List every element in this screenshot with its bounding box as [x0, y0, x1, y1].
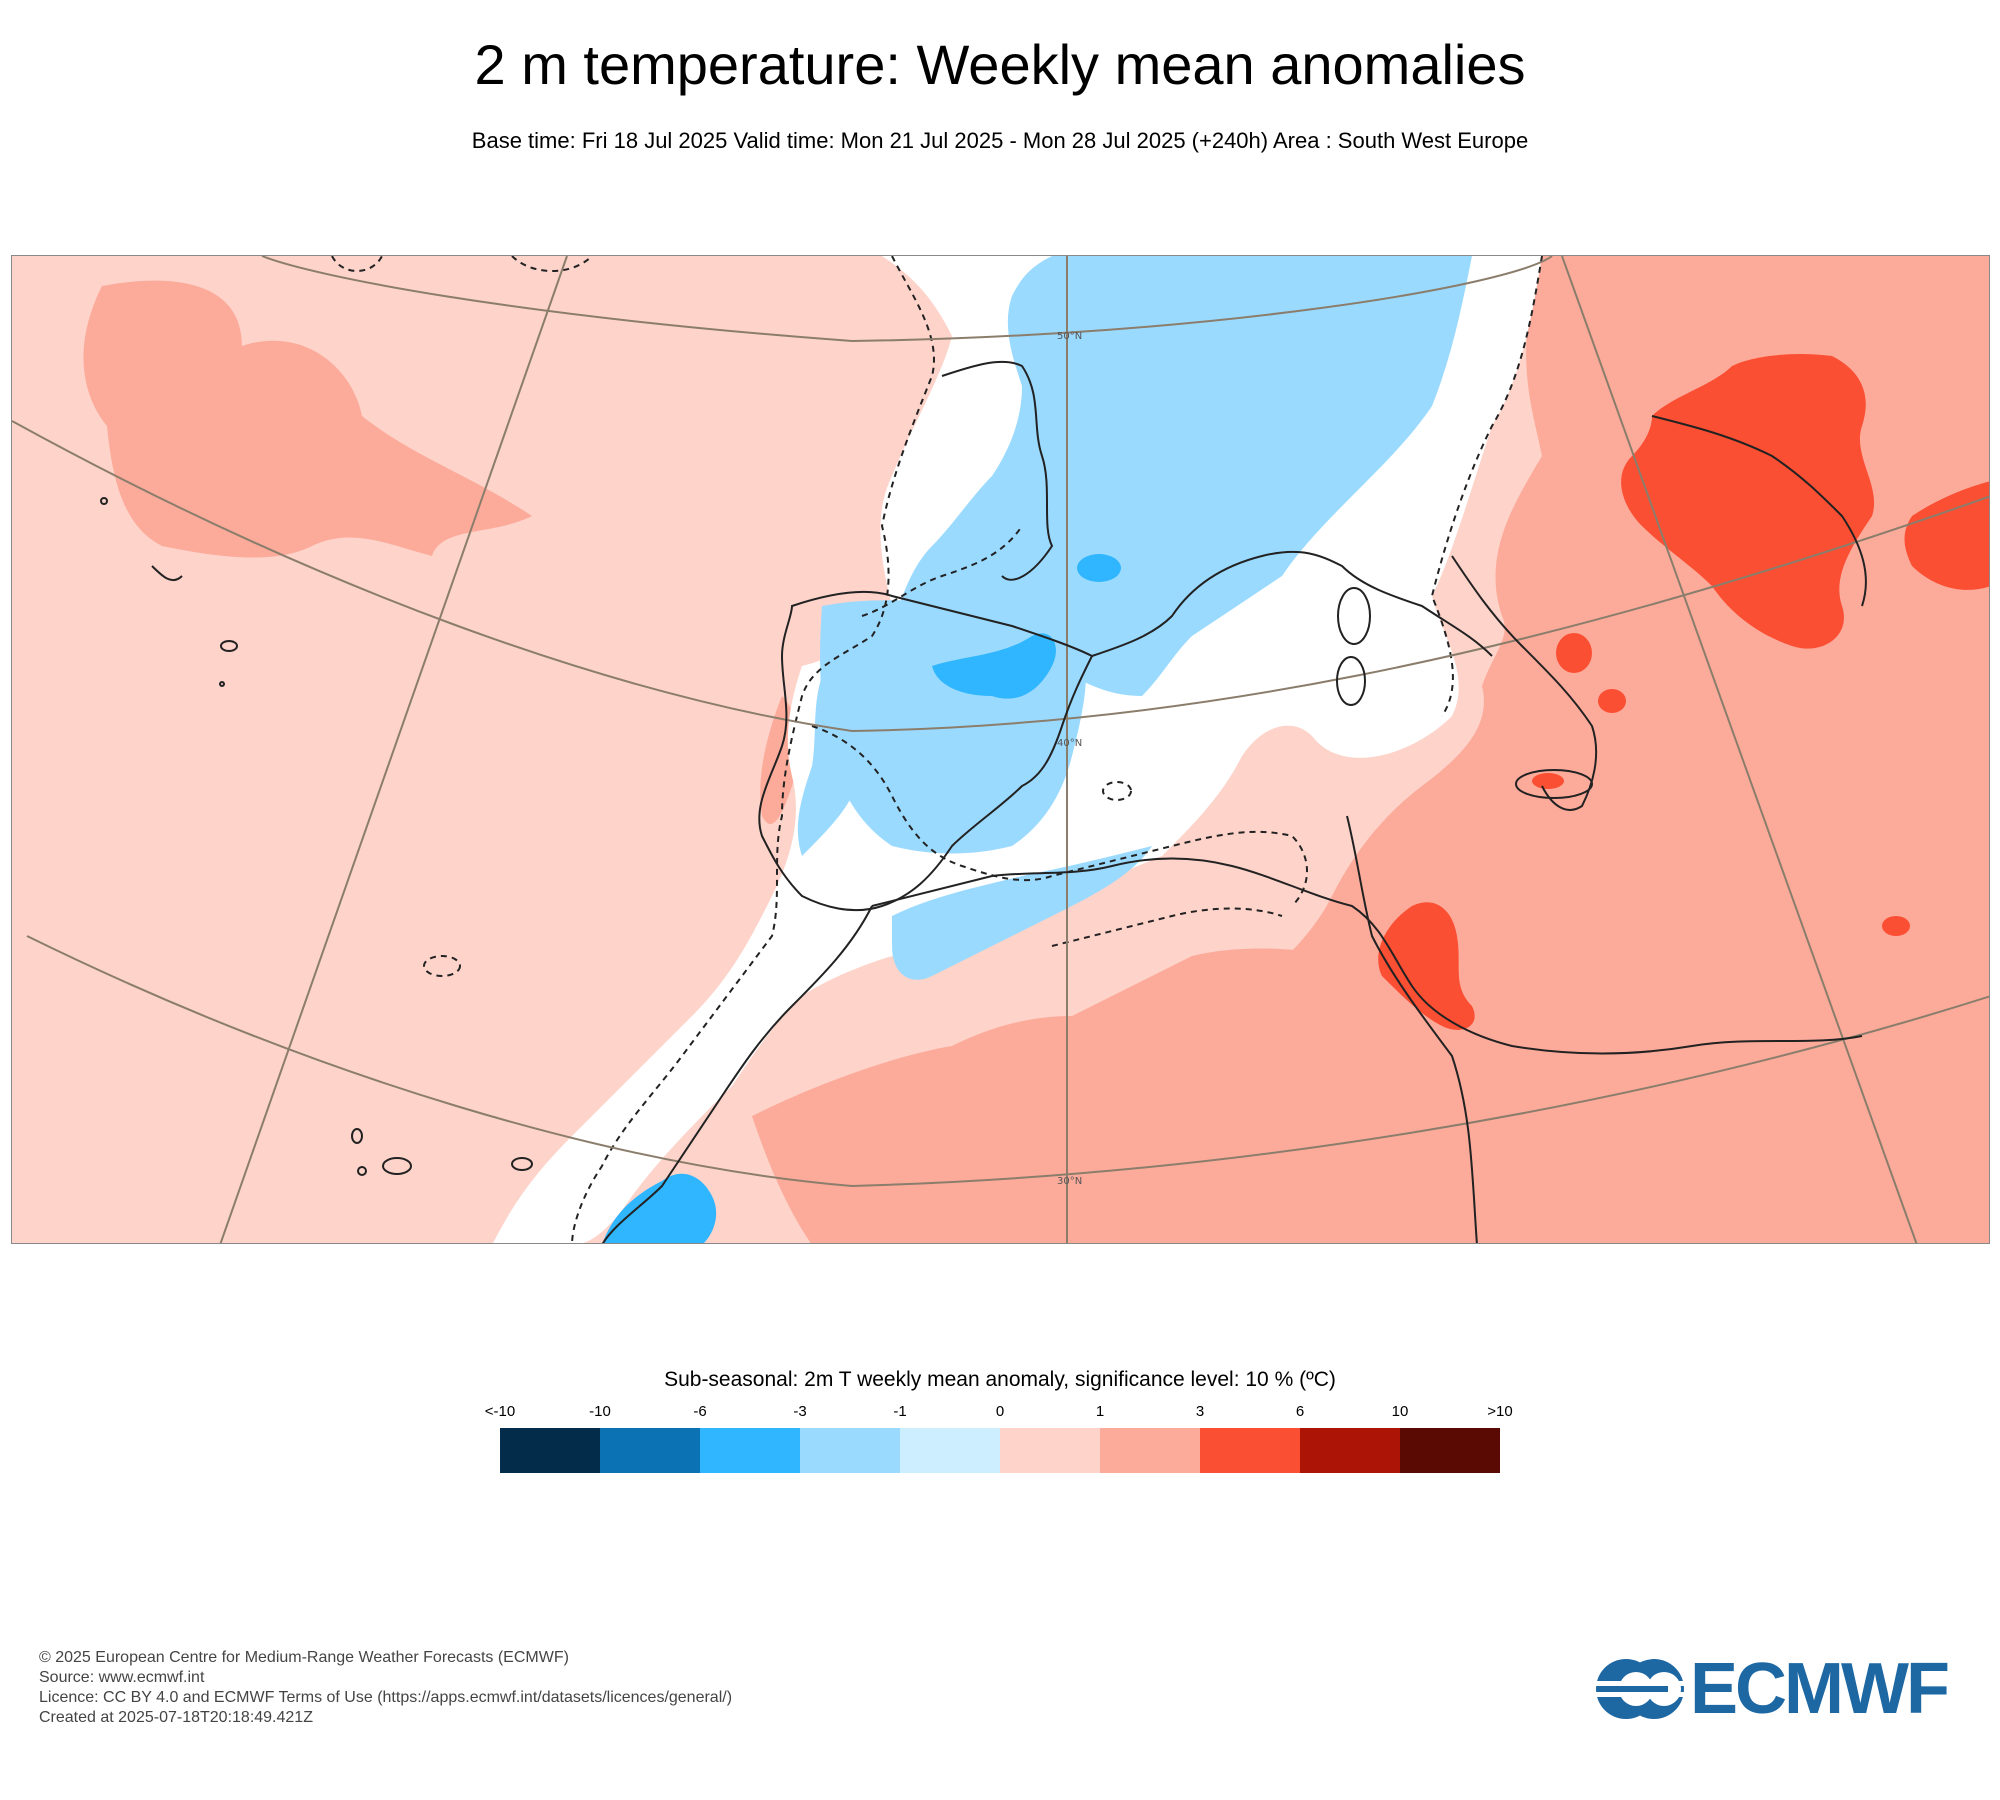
footer: © 2025 European Centre for Medium-Range … — [39, 1648, 732, 1728]
ecmwf-logo-text: ECMWF — [1690, 1649, 1950, 1729]
legend-colorbar — [500, 1428, 1500, 1473]
legend-swatch-6 — [1100, 1428, 1200, 1473]
legend-swatch-9 — [1400, 1428, 1500, 1473]
legend-label: 3 — [1195, 1403, 1205, 1420]
anomaly-field-3-6-tunisia — [1378, 902, 1475, 1030]
anomaly-field-m3-m1 — [797, 256, 1472, 856]
ecmwf-logo: ECMWF — [1590, 1649, 1965, 1729]
source-text: Source: www.ecmwf.int — [39, 1669, 205, 1686]
legend-swatch-0 — [500, 1428, 600, 1473]
legend-swatch-3 — [800, 1428, 900, 1473]
page-title: 2 m temperature: Weekly mean anomalies — [474, 33, 1526, 96]
legend-label: -10 — [589, 1403, 611, 1420]
legend-swatch-1 — [600, 1428, 700, 1473]
legend-label: 1 — [1095, 1403, 1105, 1420]
lat-label-40n: 40°N — [1057, 738, 1082, 749]
anomaly-field-3-6-italy — [1556, 633, 1592, 673]
anomaly-field-3-6-balkans — [1621, 354, 1875, 649]
copyright-text: © 2025 European Centre for Medium-Range … — [39, 1649, 569, 1666]
legend-label: <-10 — [484, 1403, 516, 1420]
legend-swatch-8 — [1300, 1428, 1400, 1473]
coastlines — [100, 360, 1867, 1243]
significance-contours — [331, 256, 1543, 1243]
map-canvas: 50°N 40°N 30°N — [12, 256, 1989, 1243]
legend-label: 0 — [995, 1403, 1005, 1420]
ecmwf-logo-icon — [1590, 1659, 1685, 1719]
legend-swatch-4 — [900, 1428, 1000, 1473]
legend-label: >10 — [1487, 1403, 1513, 1420]
page-subtitle: Base time: Fri 18 Jul 2025 Valid time: M… — [471, 128, 1529, 153]
anomaly-field-m6-m3-spain — [932, 633, 1056, 699]
created-text: Created at 2025-07-18T20:18:49.421Z — [39, 1709, 313, 1726]
anomaly-field-m6-m3-france — [1077, 554, 1121, 582]
anomaly-field-3-6-greece-east — [1904, 481, 1989, 590]
legend-swatch-2 — [700, 1428, 800, 1473]
legend-label: 6 — [1295, 1403, 1305, 1420]
legend-labels: <-10 -10 -6 -3 -1 0 1 3 6 10 >10 — [485, 1403, 1513, 1423]
legend-swatch-7 — [1200, 1428, 1300, 1473]
lat-label-30n: 30°N — [1057, 1176, 1082, 1187]
anomaly-field-1-3-africa — [752, 948, 1352, 1243]
anomaly-map: 50°N 40°N 30°N — [11, 255, 1990, 1244]
legend-label: 10 — [1391, 1403, 1409, 1420]
legend-label: -1 — [893, 1403, 907, 1420]
anomaly-field-m6-m3-sw — [602, 1173, 717, 1243]
anomaly-field-3-6-sicily — [1532, 773, 1564, 789]
licence-text: Licence: CC BY 4.0 and ECMWF Terms of Us… — [39, 1689, 733, 1706]
anomaly-field-3-6-libya — [1882, 916, 1910, 936]
legend-title: Sub-seasonal: 2m T weekly mean anomaly, … — [664, 1368, 1336, 1391]
legend-label: -3 — [793, 1403, 807, 1420]
legend-swatch-5 — [1000, 1428, 1100, 1473]
lat-label-50n: 50°N — [1057, 331, 1082, 342]
anomaly-field-3-6-calabria — [1598, 689, 1626, 713]
legend-label: -6 — [693, 1403, 707, 1420]
anomaly-field-1-3-atlantic — [83, 280, 532, 558]
graticule — [12, 256, 1989, 1243]
anomaly-field-m3-m1-morocco — [892, 846, 1152, 980]
